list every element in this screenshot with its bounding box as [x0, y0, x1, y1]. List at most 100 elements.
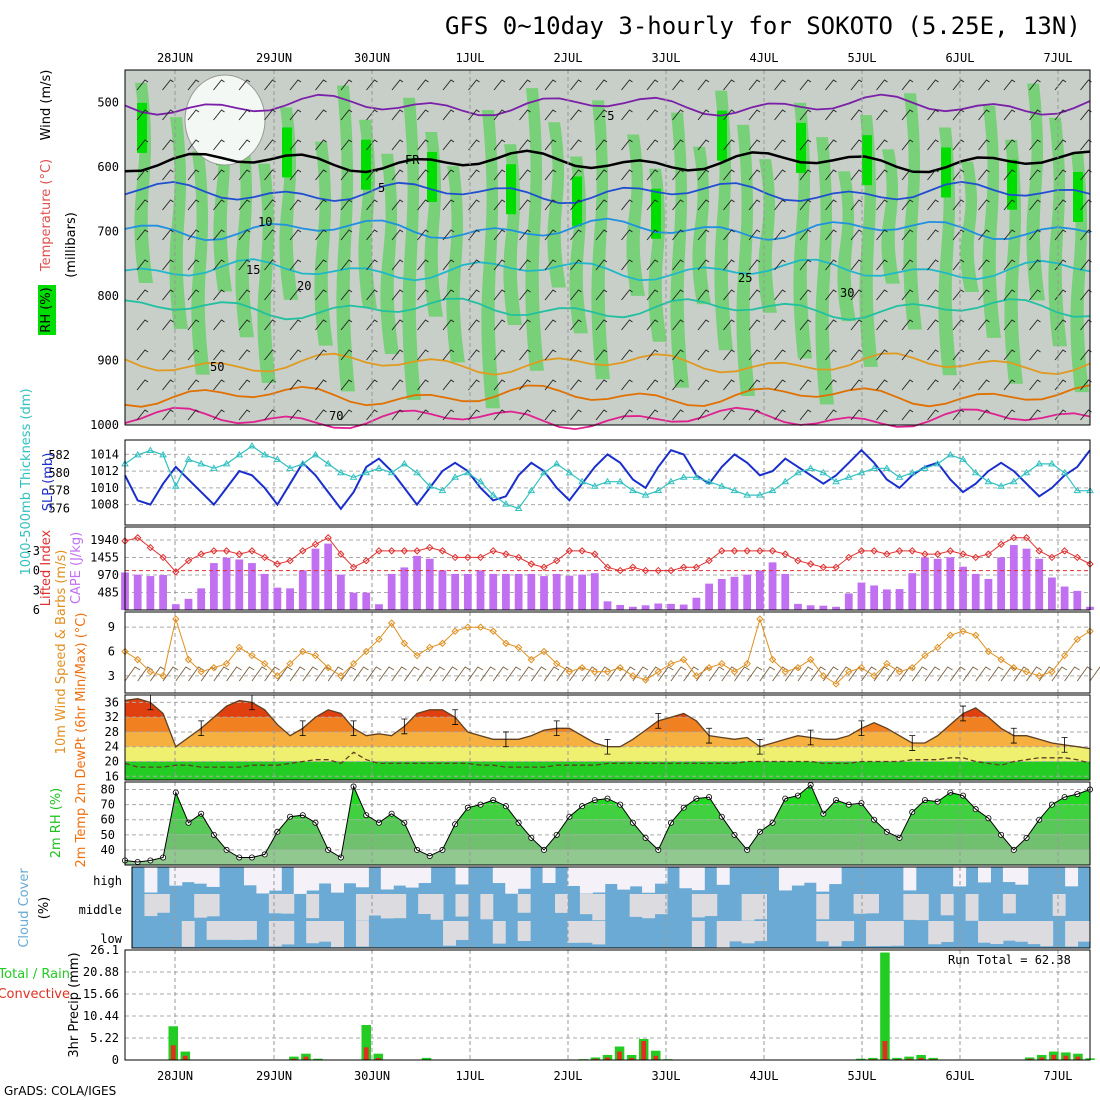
wind-speed-point — [553, 659, 561, 668]
wind-barb — [672, 319, 684, 331]
wind-barb — [187, 139, 200, 151]
thickness-point — [146, 446, 155, 453]
lifted-index-point — [972, 553, 980, 562]
total-precip-bar — [650, 1050, 661, 1060]
wind-barb — [187, 79, 200, 91]
wind-barb — [136, 259, 149, 271]
surface-wind-barb — [530, 666, 547, 682]
wind-barb — [595, 139, 608, 151]
y-tick-label: 1012 — [90, 464, 119, 478]
wind-barb — [927, 229, 939, 241]
cape-bar — [794, 603, 802, 610]
wind-barb — [264, 289, 276, 301]
cape-bar — [1022, 548, 1031, 610]
rh-moist-region — [692, 146, 711, 305]
surface-wind-barb — [822, 666, 839, 682]
wind-barb — [825, 409, 837, 421]
wind-barb — [799, 109, 812, 121]
wind-barb — [391, 199, 404, 211]
thickness-point — [248, 442, 256, 449]
wind-barb — [825, 259, 837, 271]
surface-wind-barb — [949, 666, 966, 682]
cloud-block — [642, 894, 656, 919]
wind-barb — [213, 289, 225, 301]
cape-bar — [438, 570, 447, 610]
wind-barb — [646, 259, 659, 271]
lifted-index-point — [946, 547, 955, 555]
wind-barb — [391, 409, 404, 421]
wind-speed-point — [845, 668, 853, 676]
lifted-index-point — [172, 568, 180, 576]
convective-precip-bar — [170, 1045, 176, 1060]
wind-barb — [952, 199, 965, 211]
cloud-block — [915, 894, 929, 921]
wind-barb — [1029, 379, 1041, 391]
cloud-block — [455, 921, 469, 940]
cloud-block — [555, 894, 568, 913]
rh-saturated-region — [427, 151, 437, 202]
wind-barb — [901, 379, 914, 391]
wind-barb — [595, 319, 608, 331]
wind-barb — [519, 379, 531, 391]
wind-barb — [825, 199, 837, 211]
wind-barb — [799, 229, 812, 241]
date-tick-label: 6JUL — [946, 51, 975, 65]
lifted-index-point — [781, 550, 789, 558]
wind-barb — [748, 199, 761, 211]
wind-barb — [621, 109, 633, 121]
wind-barb — [187, 409, 200, 421]
panel-frame — [131, 866, 1091, 949]
cloud-block — [691, 894, 705, 918]
wind-barb — [315, 259, 327, 271]
cape-bar — [273, 587, 282, 610]
wind-barb — [136, 199, 149, 211]
cloud-block — [841, 921, 855, 942]
cape-bar — [679, 604, 688, 610]
wind-speed-point — [273, 672, 282, 680]
wind-barb — [315, 139, 327, 151]
cape-bar — [451, 573, 460, 610]
cloud-block — [691, 867, 705, 891]
surface-wind-barb — [289, 666, 306, 682]
wind-barb — [238, 349, 251, 361]
cape-bar — [552, 573, 561, 610]
panel-frame — [124, 526, 1091, 611]
wind-barb — [340, 109, 353, 121]
cape-bar — [362, 592, 371, 610]
cape-bar — [540, 576, 548, 610]
cloud-block — [704, 894, 718, 917]
wind-barb — [672, 169, 684, 181]
y-tick-label: 3 — [33, 583, 40, 597]
wind-speed-point — [426, 643, 434, 652]
wind-barb — [901, 79, 914, 91]
date-tick-label: 2JUL — [554, 51, 583, 65]
rh-moist-region — [402, 97, 421, 400]
wind-barb — [544, 289, 557, 301]
cloud-block — [617, 867, 631, 890]
wind-speed-point — [159, 672, 167, 680]
cloud-block — [579, 894, 593, 915]
wind-barb — [289, 109, 302, 121]
cloud-block — [978, 921, 991, 943]
cloud-block — [592, 921, 606, 945]
cape-bar — [603, 601, 612, 610]
wind-barb — [825, 379, 837, 391]
cloud-block — [716, 867, 730, 885]
total-precip-bar — [856, 1058, 866, 1060]
wind-barb — [901, 319, 914, 331]
wind-barb — [876, 229, 888, 241]
wind-barb — [799, 139, 812, 151]
lifted-index-point — [540, 563, 548, 571]
cape-bar — [806, 605, 815, 610]
wind-barb — [315, 319, 327, 331]
convective-precip-bar — [593, 1058, 598, 1060]
wind-barb — [978, 349, 990, 361]
y-tick-label: 28 — [105, 725, 119, 739]
surface-wind-barb — [429, 666, 445, 682]
total-precip-bar — [313, 1058, 323, 1060]
wind-barb — [493, 349, 506, 361]
thickness-line — [124, 445, 1090, 510]
cloud-block — [679, 867, 693, 889]
rh-saturated-region — [282, 127, 292, 178]
